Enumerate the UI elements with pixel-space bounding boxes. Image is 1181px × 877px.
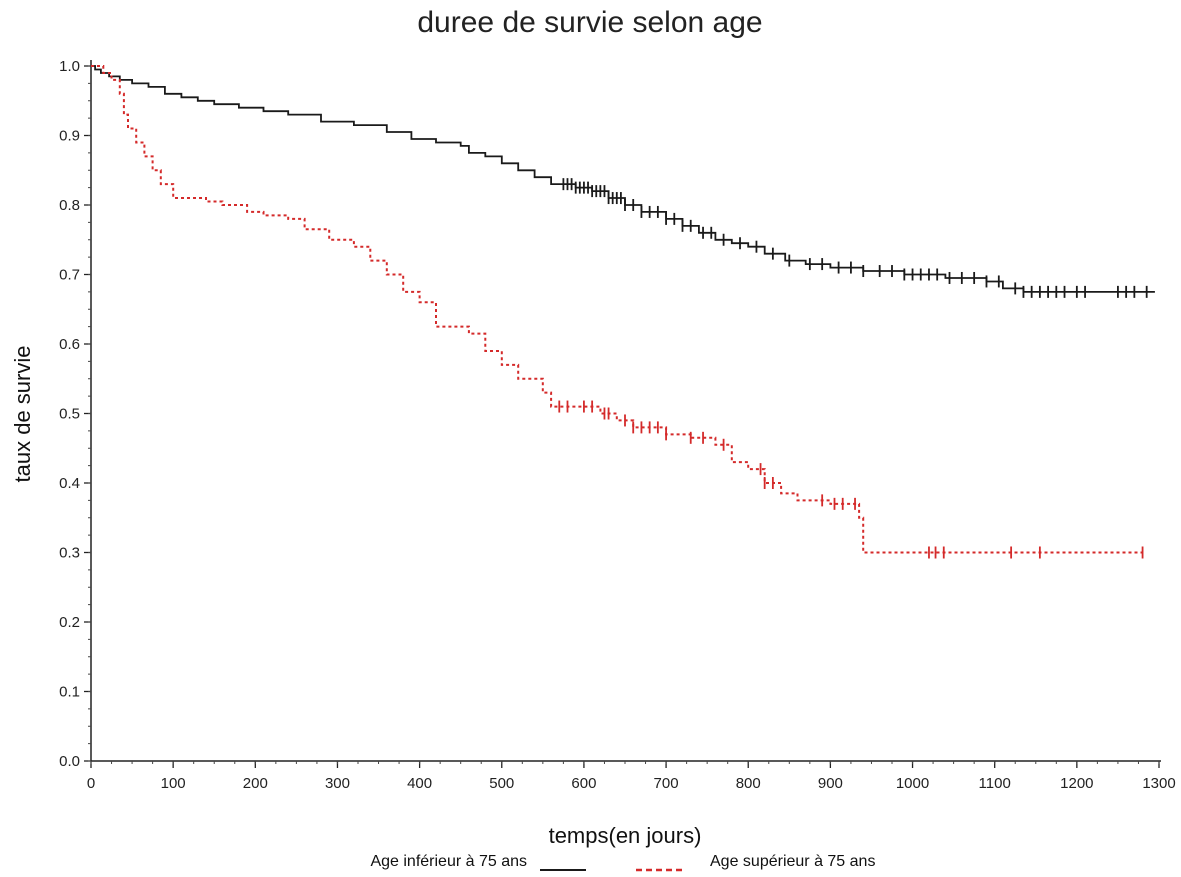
y-tick-label: 0.7	[59, 267, 80, 284]
y-tick-label: 0.3	[59, 545, 80, 562]
x-tick-label: 700	[654, 775, 679, 792]
x-tick-label: 1300	[1142, 775, 1175, 792]
y-tick-label: 0.4	[59, 475, 80, 492]
x-tick-label: 1200	[1060, 775, 1093, 792]
chart-title: duree de survie selon age	[417, 6, 762, 39]
x-tick-label: 200	[243, 775, 268, 792]
plot-area: 0.0 0.1 0.2 0.3 0.4 0.5 0.6 0.7 0.8 0.9 1.0 0 100 200…	[59, 58, 1176, 792]
x-tick-label: 600	[571, 775, 596, 792]
x-tick-label: 100	[161, 775, 186, 792]
y-tick-label: 0.1	[59, 684, 80, 701]
x-tick-label: 1100	[979, 775, 1011, 792]
y-tick-label: 0.8	[59, 197, 80, 214]
x-tick-label: 800	[736, 775, 761, 792]
y-tick-label: 0.6	[59, 336, 80, 353]
legend-label-series-1: Age supérieur à 75 ans	[710, 853, 875, 870]
y-tick-label: 0.0	[59, 753, 80, 770]
y-axis-label: taux de survie	[10, 346, 35, 483]
y-tick-label: 0.9	[59, 128, 80, 145]
x-tick-label: 500	[489, 775, 514, 792]
x-axis-label: temps(en jours)	[549, 823, 702, 848]
legend-label-series-0: Age inférieur à 75 ans	[370, 853, 527, 870]
y-tick-label: 0.2	[59, 614, 80, 631]
x-tick-label: 400	[407, 775, 432, 792]
legend: Age inférieur à 75 ans Age supérieur à 7…	[370, 853, 875, 872]
y-tick-label: 1.0	[59, 58, 80, 75]
x-tick-label: 300	[325, 775, 350, 792]
series-line-1	[91, 65, 1143, 554]
x-tick-label: 900	[818, 775, 843, 792]
x-tick-label: 0	[87, 775, 95, 792]
x-tick-label: 1000	[896, 775, 929, 792]
y-tick-label: 0.5	[59, 406, 80, 423]
series-line-0	[91, 65, 1155, 293]
